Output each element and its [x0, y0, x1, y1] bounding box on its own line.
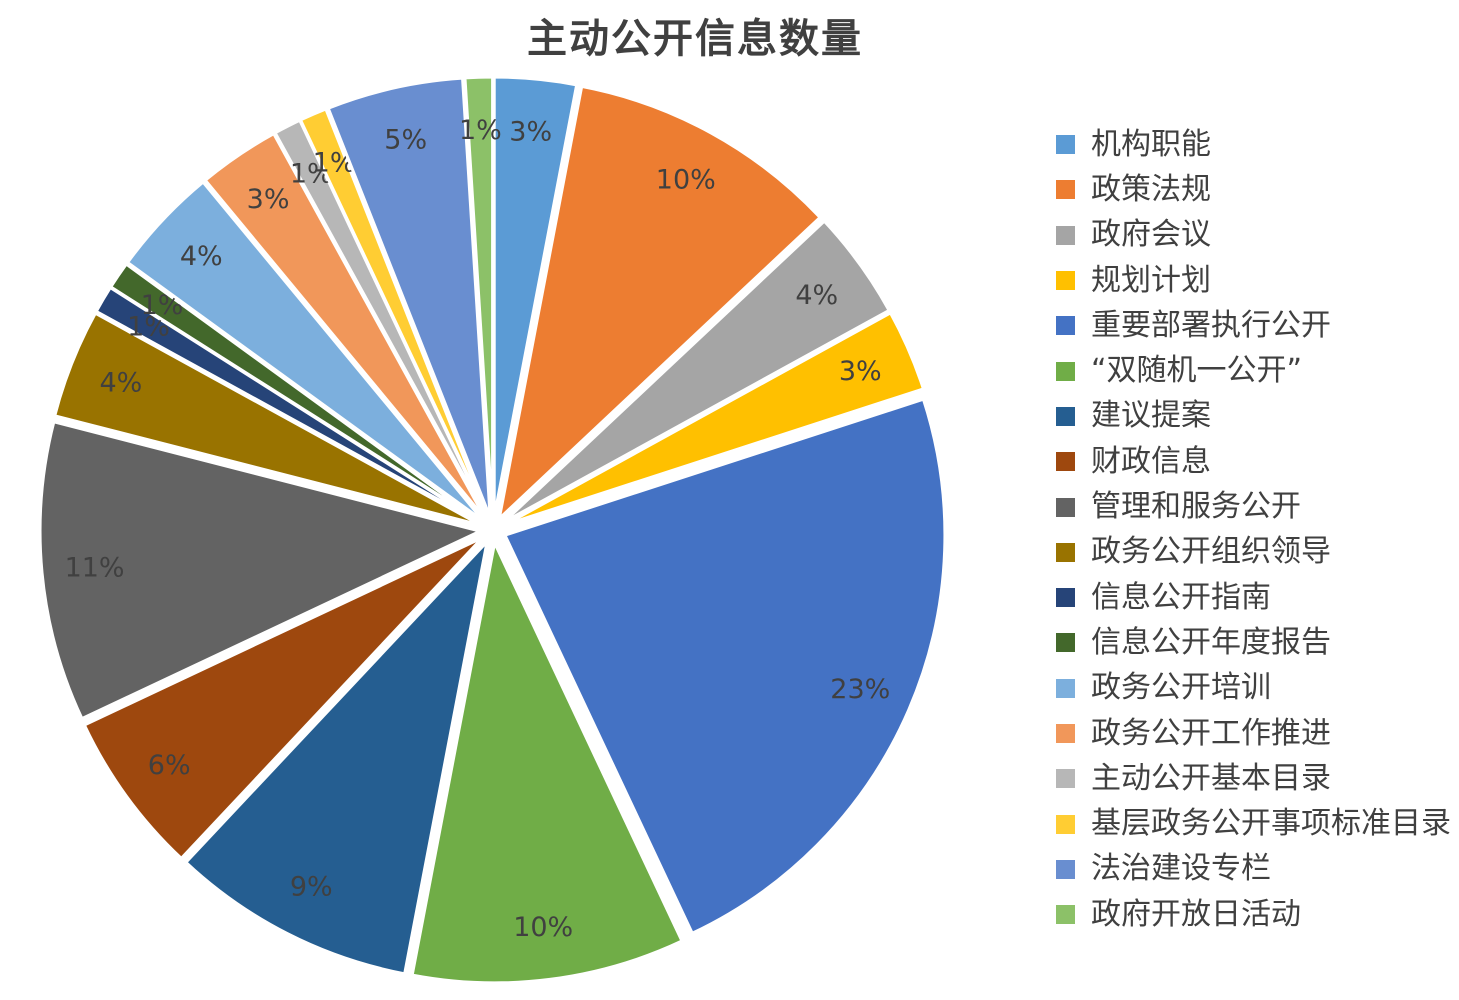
legend-item-label: 主动公开基本目录: [1091, 760, 1331, 796]
pie-slice: [326, 76, 492, 519]
legend-item: 规划计划: [1056, 258, 1451, 303]
pie-slice: [492, 75, 579, 519]
legend-item: 政府会议: [1056, 213, 1451, 258]
pie-slice: [503, 311, 925, 527]
legend-swatch: [1056, 542, 1075, 562]
pie-slice-label: 3%: [509, 117, 552, 148]
pie-slice: [503, 397, 947, 935]
legend-item-label: 管理和服务公开: [1091, 489, 1301, 525]
pie-chart: 3%10%4%3%23%10%9%6%11%4%1%1%4%3%1%1%5% 1%: [38, 75, 947, 985]
legend-swatch: [1056, 497, 1075, 517]
legend-item: 财政信息: [1056, 439, 1451, 484]
legend-item-label: 政府会议: [1091, 217, 1211, 253]
legend-item-label: 政策法规: [1091, 171, 1211, 207]
legend-item-label: 规划计划: [1091, 262, 1211, 298]
legend-item-label: 政府开放日活动: [1091, 896, 1301, 932]
legend-item: 基层政务公开事项标准目录: [1056, 801, 1451, 846]
pie-slice: [109, 262, 484, 525]
legend-item-label: 建议提案: [1091, 398, 1211, 434]
pie-slice-label: 6%: [148, 750, 191, 781]
legend-item: “双随机一公开”: [1056, 348, 1451, 393]
pie-slice: [38, 420, 482, 721]
chart-title: 主动公开信息数量: [527, 16, 863, 62]
legend-item: 重要部署执行公开: [1056, 303, 1451, 348]
pie-slice: [502, 219, 891, 524]
pie-slice-label: 10%: [513, 912, 573, 943]
pie-slice: [184, 540, 489, 976]
legend: 机构职能政策法规政府会议规划计划重要部署执行公开 “双随机一公开” 建议提案财政信息…: [1056, 122, 1451, 937]
legend-item-label: 政务公开组织领导: [1091, 534, 1331, 570]
legend-item: 法治建设专栏: [1056, 847, 1451, 892]
legend-swatch: [1056, 678, 1075, 698]
pie-slice: [410, 541, 684, 985]
legend-item: 政务公开工作推进: [1056, 711, 1451, 756]
legend-item: 信息公开年度报告: [1056, 620, 1451, 665]
legend-item: 建议提案: [1056, 394, 1451, 439]
legend-swatch: [1056, 588, 1075, 608]
legend-swatch: [1056, 180, 1075, 200]
pie-slice-label: 11%: [65, 553, 125, 584]
legend-swatch: [1056, 316, 1075, 336]
legend-swatch: [1056, 769, 1075, 789]
legend-item: 机构职能: [1056, 122, 1451, 167]
legend-swatch: [1056, 859, 1075, 879]
pie-slice-label: 23%: [830, 674, 890, 705]
pie-slice: [298, 107, 490, 520]
legend-item-label: 政务公开培训: [1091, 670, 1271, 706]
pie-slice-label: 4%: [795, 280, 838, 311]
legend-swatch: [1056, 225, 1075, 245]
legend-item: 主动公开基本目录: [1056, 756, 1451, 801]
legend-swatch: [1056, 633, 1075, 653]
pie-slice-label: 4%: [180, 241, 223, 272]
legend-item-label: “双随机一公开”: [1091, 353, 1303, 389]
legend-item: 信息公开指南: [1056, 575, 1451, 620]
pie-slice-label: 10%: [656, 164, 716, 195]
legend-item-label: 政务公开工作推进: [1091, 715, 1331, 751]
pie-slice: [497, 84, 822, 521]
legend-swatch: [1056, 406, 1075, 426]
pie-slice-label: 4%: [99, 368, 142, 399]
pie-slice-label: 9%: [290, 872, 333, 903]
legend-item: 政策法规: [1056, 167, 1451, 212]
legend-item: 管理和服务公开: [1056, 484, 1451, 529]
legend-swatch: [1056, 452, 1075, 472]
legend-item-label: 机构职能: [1091, 126, 1211, 162]
legend-item-label: 基层政务公开事项标准目录: [1091, 806, 1451, 842]
pie-slice-label: 1%: [459, 115, 502, 146]
pie-slice-label: 3%: [839, 356, 882, 387]
legend-swatch: [1056, 271, 1075, 291]
legend-item-label: 财政信息: [1091, 443, 1211, 479]
legend-swatch: [1056, 814, 1075, 834]
pie-slice: [203, 132, 488, 521]
legend-swatch: [1056, 135, 1075, 155]
pie-slice: [126, 180, 486, 523]
legend-swatch: [1056, 361, 1075, 381]
pie-slice: [53, 311, 483, 527]
legend-item: 政务公开组织领导: [1056, 530, 1451, 575]
legend-swatch: [1056, 724, 1075, 743]
pie-slice-label: 3%: [247, 184, 290, 215]
legend-item: 政府开放日活动: [1056, 892, 1451, 937]
pie-slice: [82, 536, 484, 860]
legend-item: 政务公开培训: [1056, 666, 1451, 711]
pie-slice: [463, 75, 495, 519]
legend-item-label: 信息公开指南: [1091, 579, 1271, 615]
legend-swatch: [1056, 905, 1075, 925]
legend-item-label: 法治建设专栏: [1091, 851, 1271, 887]
legend-item-label: 信息公开年度报告: [1091, 624, 1331, 660]
pie-slice-label: 5%: [384, 124, 427, 155]
legend-item-label: 重要部署执行公开: [1091, 307, 1331, 343]
